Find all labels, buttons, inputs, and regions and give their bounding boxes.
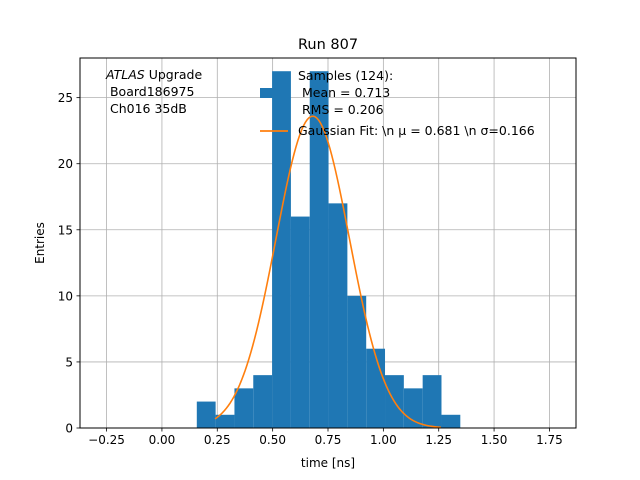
histogram-bar (215, 414, 235, 428)
y-tick-label: 25 (58, 91, 73, 105)
histogram-bar (290, 216, 310, 428)
histogram-bar (309, 71, 329, 428)
y-tick-label: 10 (58, 289, 73, 303)
y-axis-ticks: 0 5 10 15 20 25 (58, 91, 80, 436)
legend: Samples (124): Mean = 0.713 RMS = 0.206 … (260, 68, 535, 138)
histogram-bar (234, 388, 254, 428)
x-tick-label: 1.00 (370, 433, 397, 447)
histogram-bar (422, 375, 442, 428)
legend-samples-mean: Mean = 0.713 (298, 85, 390, 100)
annotation-board: Board186975 (106, 84, 194, 99)
histogram-bar (328, 203, 348, 428)
legend-samples-title: Samples (124): (298, 68, 393, 83)
x-tick-label: 0.00 (149, 433, 176, 447)
annotation-channel: Ch016 35dB (106, 101, 187, 116)
x-tick-label: −0.25 (88, 433, 125, 447)
annotation-title: ATLAS Upgrade (105, 67, 202, 82)
gaussian-fit-line (214, 115, 441, 429)
histogram-bar (403, 388, 423, 428)
y-axis-label: Entries (33, 222, 47, 264)
y-tick-label: 5 (65, 355, 73, 369)
y-tick-label: 20 (58, 157, 73, 171)
x-tick-label: 1.50 (481, 433, 508, 447)
histogram-bar (253, 375, 273, 428)
histogram-bar (366, 348, 386, 428)
x-tick-label: 0.25 (204, 433, 231, 447)
annotation-label: Upgrade (145, 67, 203, 82)
legend-fit-label: Gaussian Fit: \n μ = 0.681 \n σ=0.166 (298, 123, 535, 138)
x-tick-label: 0.75 (315, 433, 342, 447)
chart-title: Run 807 (298, 37, 358, 53)
x-tick-label: 0.50 (259, 433, 286, 447)
histogram-bars (196, 71, 461, 428)
legend-samples-rms: RMS = 0.206 (298, 102, 384, 117)
annotation-box: ATLAS Upgrade Board186975 Ch016 35dB (105, 67, 202, 116)
x-tick-label: 1.75 (536, 433, 563, 447)
histogram-bar (272, 71, 291, 428)
annotation-experiment: ATLAS (105, 67, 145, 82)
y-tick-label: 0 (65, 422, 73, 436)
gaussian-fit (214, 115, 441, 429)
histogram-bar (196, 401, 216, 428)
histogram-bar (347, 295, 367, 428)
y-tick-label: 15 (58, 223, 73, 237)
histogram-bar (441, 414, 461, 428)
x-tick-label: 1.25 (425, 433, 452, 447)
legend-samples-swatch (260, 88, 288, 98)
x-axis-label: time [ns] (301, 456, 355, 470)
x-axis-ticks: −0.25 0.00 0.25 0.50 0.75 1.00 1.25 1.50 1.75 (88, 428, 563, 447)
